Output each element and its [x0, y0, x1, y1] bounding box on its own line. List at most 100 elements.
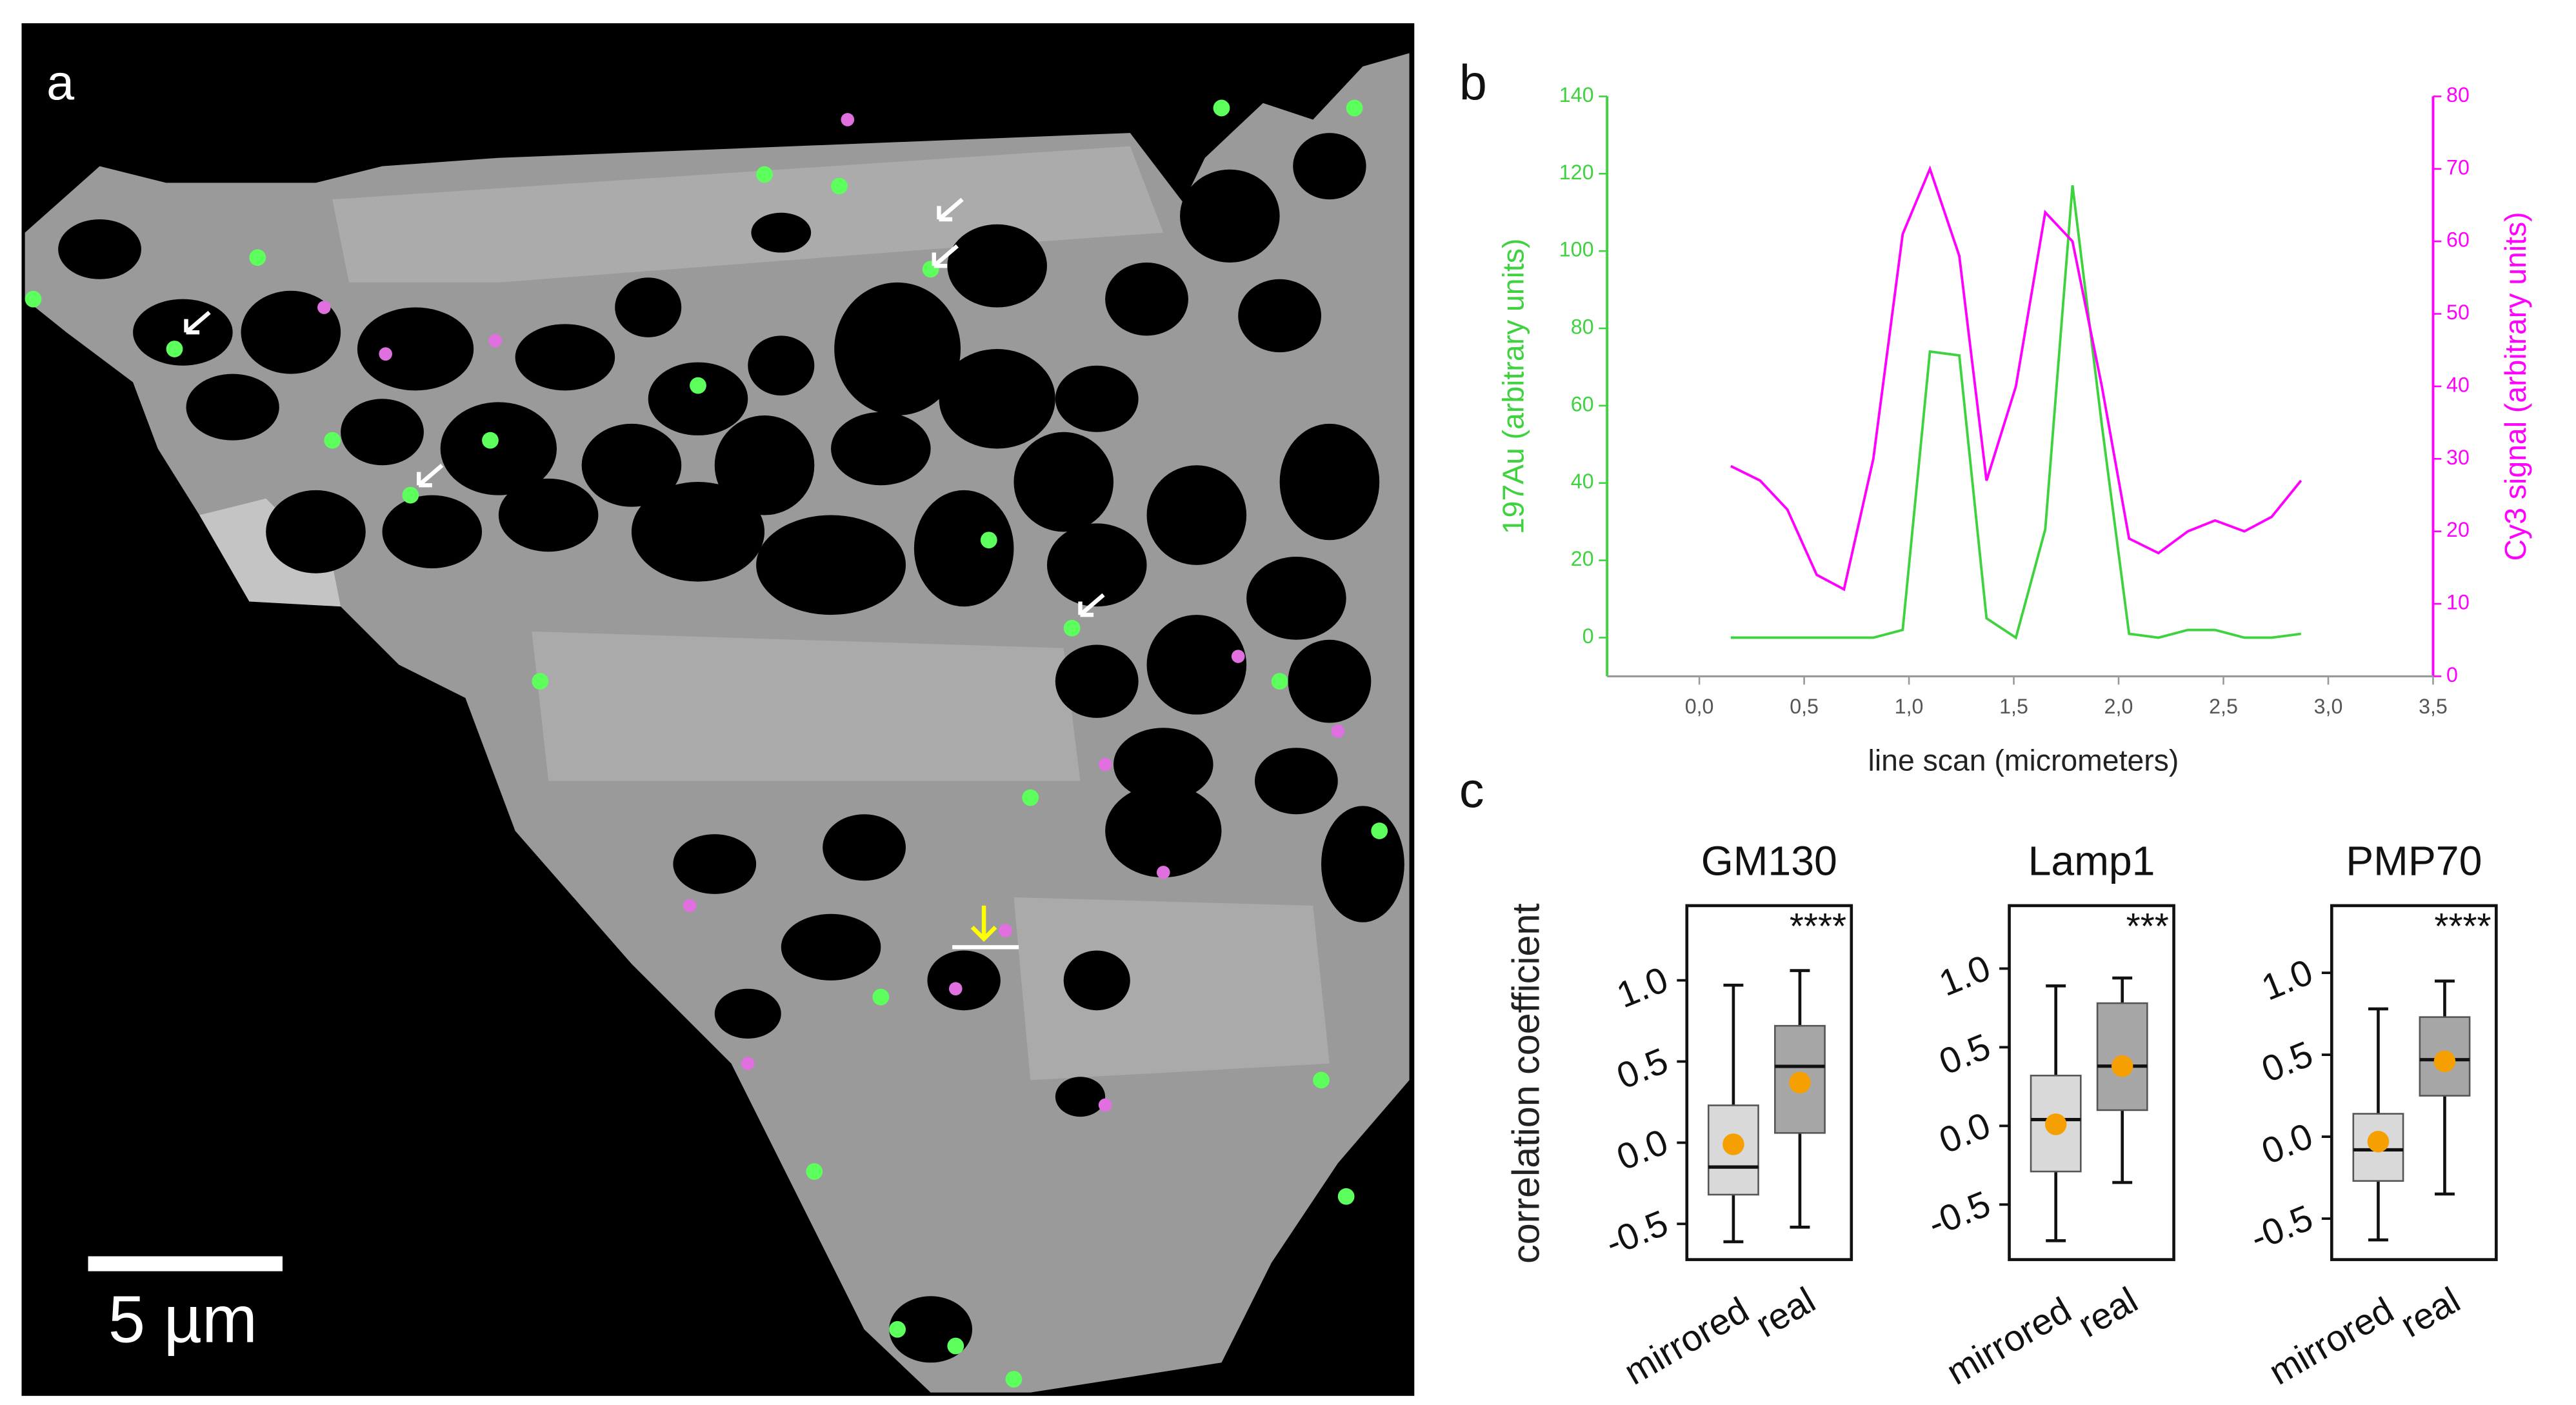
y-tick-label: 120	[1559, 161, 1594, 184]
data-line	[1730, 185, 2301, 640]
y2-tick-label: 30	[2446, 446, 2470, 469]
y-tick-label: 140	[1559, 83, 1594, 106]
x-tick-label: 2,5	[2209, 695, 2238, 718]
dark-area	[1246, 556, 1346, 640]
green-spot	[806, 1163, 823, 1180]
green-spot	[1005, 1371, 1023, 1388]
plot-frame	[2330, 904, 2498, 1261]
panel-label: c	[1459, 763, 1484, 819]
panel-label: b	[1459, 55, 1487, 110]
dark-area	[1013, 432, 1114, 532]
dark-area	[756, 515, 906, 615]
magenta-spot	[1331, 724, 1345, 738]
green-spot	[482, 432, 499, 449]
mean	[2367, 1130, 2390, 1153]
green-spot	[1346, 99, 1363, 117]
arrow	[184, 310, 211, 335]
x-tick-label: 0,5	[1790, 695, 1819, 718]
magenta-spot	[999, 924, 1012, 937]
arrow	[932, 244, 959, 268]
dark-area	[939, 348, 1055, 449]
green-spot	[1371, 822, 1388, 839]
y-tick-label: 80	[1571, 315, 1594, 339]
y-tick-label: 20	[1571, 547, 1594, 570]
y-tick-label: 100	[1559, 238, 1594, 261]
magenta-spot	[488, 334, 502, 348]
green-spot	[25, 290, 42, 308]
bright-region	[199, 498, 341, 607]
dark-area	[1113, 728, 1213, 801]
significance: ***	[2126, 906, 2169, 947]
dark-area	[1055, 1077, 1106, 1117]
dark-area	[1238, 279, 1322, 353]
mean	[2433, 1050, 2456, 1072]
y2-tick-label: 80	[2446, 83, 2470, 106]
magenta-spot	[741, 1057, 755, 1070]
green-spot	[872, 988, 890, 1006]
mean	[1722, 1133, 1744, 1155]
dark-area	[498, 478, 599, 552]
bright-region	[532, 631, 1081, 781]
dark-area	[1146, 615, 1247, 715]
dark-area	[615, 277, 682, 337]
dark-area	[515, 324, 615, 391]
dark-area	[1288, 639, 1372, 723]
dark-area	[58, 219, 141, 279]
dark-area	[834, 282, 961, 415]
green-spot	[166, 341, 183, 357]
y-axis-label: 197Au (arbitrary units)	[1497, 239, 1530, 535]
arrow	[970, 905, 997, 942]
green-spot	[1022, 789, 1039, 806]
dark-area	[927, 950, 1001, 1011]
green-spot	[947, 1337, 964, 1355]
y-axis-label: correlation coefficient	[1504, 903, 1548, 1264]
arrow	[416, 463, 444, 488]
green-spot	[324, 432, 341, 449]
x-tick-label: 2,0	[2104, 695, 2133, 718]
y-tick-label: 60	[1571, 392, 1594, 415]
magenta-spot	[683, 899, 697, 913]
green-spot	[249, 249, 266, 266]
bright-region	[332, 146, 1164, 283]
x-tick-label: 3,5	[2419, 695, 2448, 718]
dark-area	[186, 374, 279, 441]
y2-axis-label: Cy3 signal (arbitrary units)	[2499, 212, 2532, 561]
bright-region	[1013, 897, 1330, 1081]
magenta-spot	[841, 113, 855, 126]
x-tick-label: 1,5	[1999, 695, 2028, 718]
green-spot	[980, 532, 997, 549]
dark-area	[581, 423, 682, 507]
dark-area	[714, 988, 781, 1039]
dark-area	[1146, 465, 1247, 565]
significance: ****	[1790, 906, 1846, 947]
magenta-spot	[1156, 866, 1170, 879]
dark-area	[751, 212, 812, 253]
y2-tick-label: 40	[2446, 373, 2470, 396]
dark-area	[1055, 365, 1139, 432]
y2-tick-label: 10	[2446, 591, 2470, 614]
dark-area	[341, 399, 424, 466]
magenta-spot	[1098, 1098, 1112, 1112]
dark-area	[1105, 784, 1222, 878]
magenta-spot	[1098, 757, 1112, 772]
dark-area	[357, 307, 474, 391]
magenta-spot	[317, 301, 331, 314]
x-tick-label: 1,0	[1895, 695, 1924, 718]
dark-area	[781, 913, 881, 981]
dark-area	[266, 490, 366, 573]
green-spot	[402, 486, 419, 504]
micrograph	[21, 23, 1415, 1396]
plot-frame	[1685, 904, 1853, 1261]
dark-area	[1180, 169, 1280, 263]
green-spot	[1337, 1188, 1355, 1205]
green-spot	[889, 1320, 906, 1338]
x-tick-label: 0,0	[1685, 695, 1714, 718]
arrow	[1078, 593, 1105, 617]
dark-area	[748, 335, 815, 396]
significance: ****	[2434, 906, 2491, 947]
dark-area	[440, 402, 557, 495]
mean	[1789, 1071, 1811, 1094]
magenta-spot	[948, 982, 963, 996]
chart-title: GM130	[1701, 838, 1837, 884]
magenta-spot	[1231, 650, 1245, 663]
